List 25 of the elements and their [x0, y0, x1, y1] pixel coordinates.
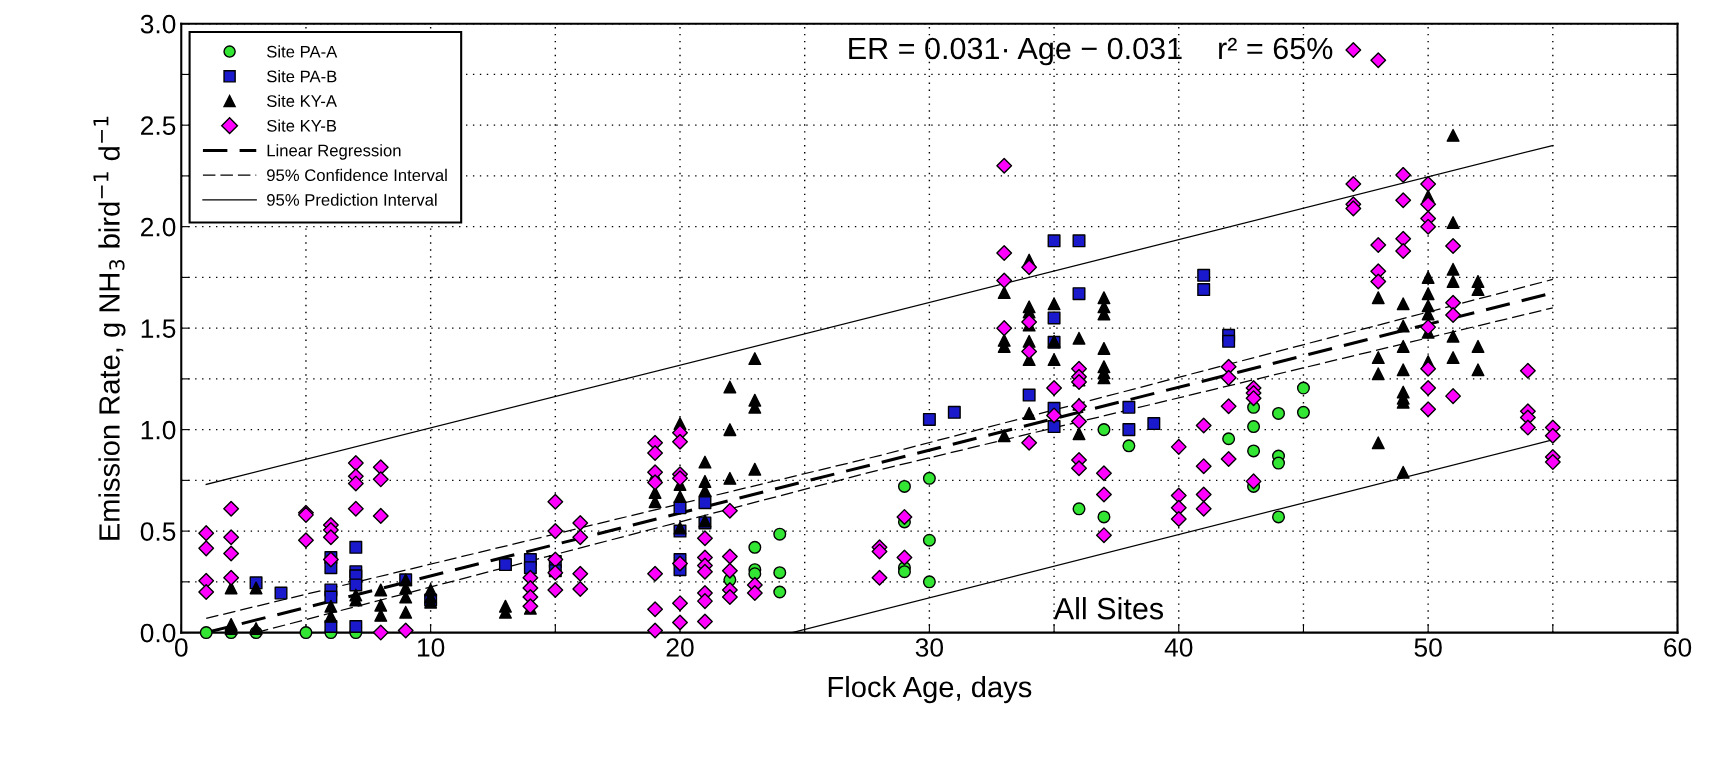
annotation: All Sites — [1053, 597, 1164, 620]
x-tick-label: 40 — [1164, 638, 1193, 657]
y-tick-label: 1.0 — [141, 420, 176, 440]
y-tick-label: 2.0 — [141, 217, 176, 237]
x-tick-label: 0 — [174, 638, 188, 657]
annotation: ER = 0.031· Age − 0.031 r² = 65% — [849, 37, 1333, 66]
x-tick-label: 50 — [1414, 638, 1442, 657]
x-tick-label: 60 — [1664, 638, 1692, 657]
y-tick-label: 0.0 — [140, 623, 176, 643]
legend-label: Site PA-A — [267, 45, 338, 58]
legend-label: Site PA-B — [267, 70, 337, 83]
legend-label: Site KY-B — [267, 119, 337, 132]
x-axis-title: Flock Age, days — [828, 675, 1032, 704]
x-tick-label: 10 — [417, 638, 445, 657]
y-tick-label: 0.5 — [140, 522, 176, 541]
legend-label: Site KY-A — [267, 94, 337, 107]
y-tick-label: 2.5 — [141, 116, 176, 135]
y-axis-title: Emission Rate, g NH$_{3}$ bird$^{−1}$ d$^{−1}$ — [93, 116, 126, 540]
x-tick-label: 30 — [915, 638, 944, 657]
y-tick-label: 3.0 — [140, 14, 176, 34]
legend-label: 95% Prediction Interval — [267, 193, 437, 206]
y-tick-label: 1.5 — [141, 319, 176, 338]
legend-label: Linear Regression — [267, 144, 401, 160]
legend-label: 95% Confidence Interval — [267, 168, 447, 182]
x-tick-label: 20 — [666, 638, 694, 657]
